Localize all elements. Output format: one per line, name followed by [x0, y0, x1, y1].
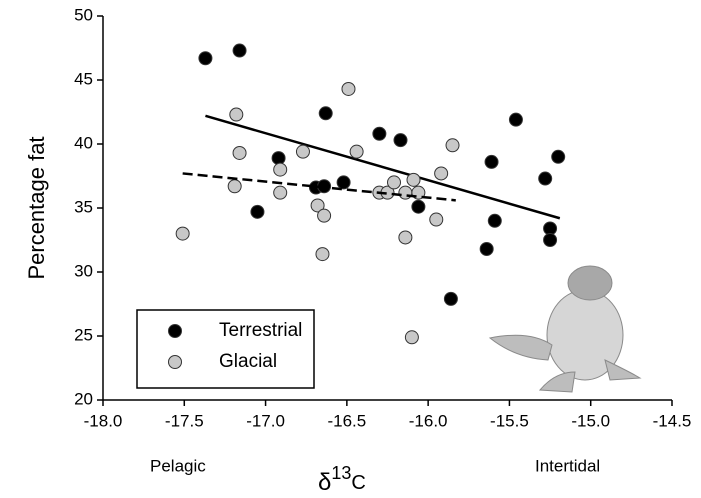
y-tick-label: 30 — [74, 261, 93, 280]
x-tick-label: -14.5 — [653, 411, 692, 430]
y-tick-label: 25 — [74, 325, 93, 344]
legend-marker — [168, 355, 182, 369]
y-tick-label: 40 — [74, 133, 93, 152]
data-point — [315, 247, 330, 262]
data-point — [411, 199, 426, 214]
data-point — [229, 107, 244, 122]
data-point — [232, 145, 247, 160]
data-point — [175, 226, 190, 241]
seal-illustration — [488, 265, 642, 393]
data-point — [406, 172, 421, 187]
data-point — [487, 213, 502, 228]
data-point — [398, 230, 413, 245]
data-point — [273, 185, 288, 200]
data-point — [404, 330, 419, 345]
data-point — [443, 291, 458, 306]
data-point — [543, 233, 558, 247]
data-point — [479, 241, 494, 256]
x-label-symbol: δ — [318, 469, 331, 496]
data-point — [227, 179, 242, 194]
data-point — [250, 204, 265, 219]
x-label-base: C — [351, 472, 365, 494]
data-point — [484, 154, 499, 169]
data-point — [398, 185, 413, 200]
data-point — [429, 212, 444, 227]
data-point — [349, 144, 364, 159]
data-point — [551, 149, 566, 164]
legend-marker — [168, 324, 182, 338]
annotation: Intertidal — [535, 456, 600, 475]
data-point — [198, 51, 213, 66]
data-point — [445, 138, 460, 153]
x-tick-label: -18.0 — [84, 411, 123, 430]
x-axis-label: δ13C — [318, 463, 366, 497]
data-point — [508, 112, 523, 127]
data-point — [538, 171, 553, 186]
trend-line — [205, 114, 561, 220]
x-tick-label: -17.5 — [165, 411, 204, 430]
data-point — [317, 208, 332, 223]
x-tick-label: -16.5 — [327, 411, 366, 430]
y-tick-label: 35 — [74, 197, 93, 216]
data-point — [393, 133, 408, 148]
x-tick-label: -16.0 — [409, 411, 448, 430]
annotation: Pelagic — [150, 456, 206, 475]
data-point — [295, 144, 310, 159]
x-tick-label: -15.0 — [571, 411, 610, 430]
data-point — [318, 106, 333, 121]
y-tick-label: 45 — [74, 69, 93, 88]
data-point — [434, 166, 449, 181]
trend-line — [182, 172, 456, 202]
y-tick-label: 20 — [74, 389, 93, 408]
x-tick-label: -15.5 — [490, 411, 529, 430]
data-point — [372, 126, 387, 141]
data-point — [271, 151, 286, 166]
data-point — [232, 43, 247, 58]
data-point — [336, 175, 351, 190]
data-point — [273, 162, 288, 177]
x-label-sup: 13 — [331, 463, 351, 483]
data-point — [341, 81, 356, 96]
legend-label: Terrestrial — [219, 320, 302, 341]
legend-box — [136, 309, 315, 389]
data-point — [310, 198, 325, 213]
y-axis-label: Percentage fat — [24, 136, 49, 279]
legend-label: Glacial — [219, 351, 277, 372]
y-tick-label: 50 — [74, 5, 93, 24]
x-tick-label: -17.0 — [246, 411, 285, 430]
data-point — [387, 175, 402, 190]
